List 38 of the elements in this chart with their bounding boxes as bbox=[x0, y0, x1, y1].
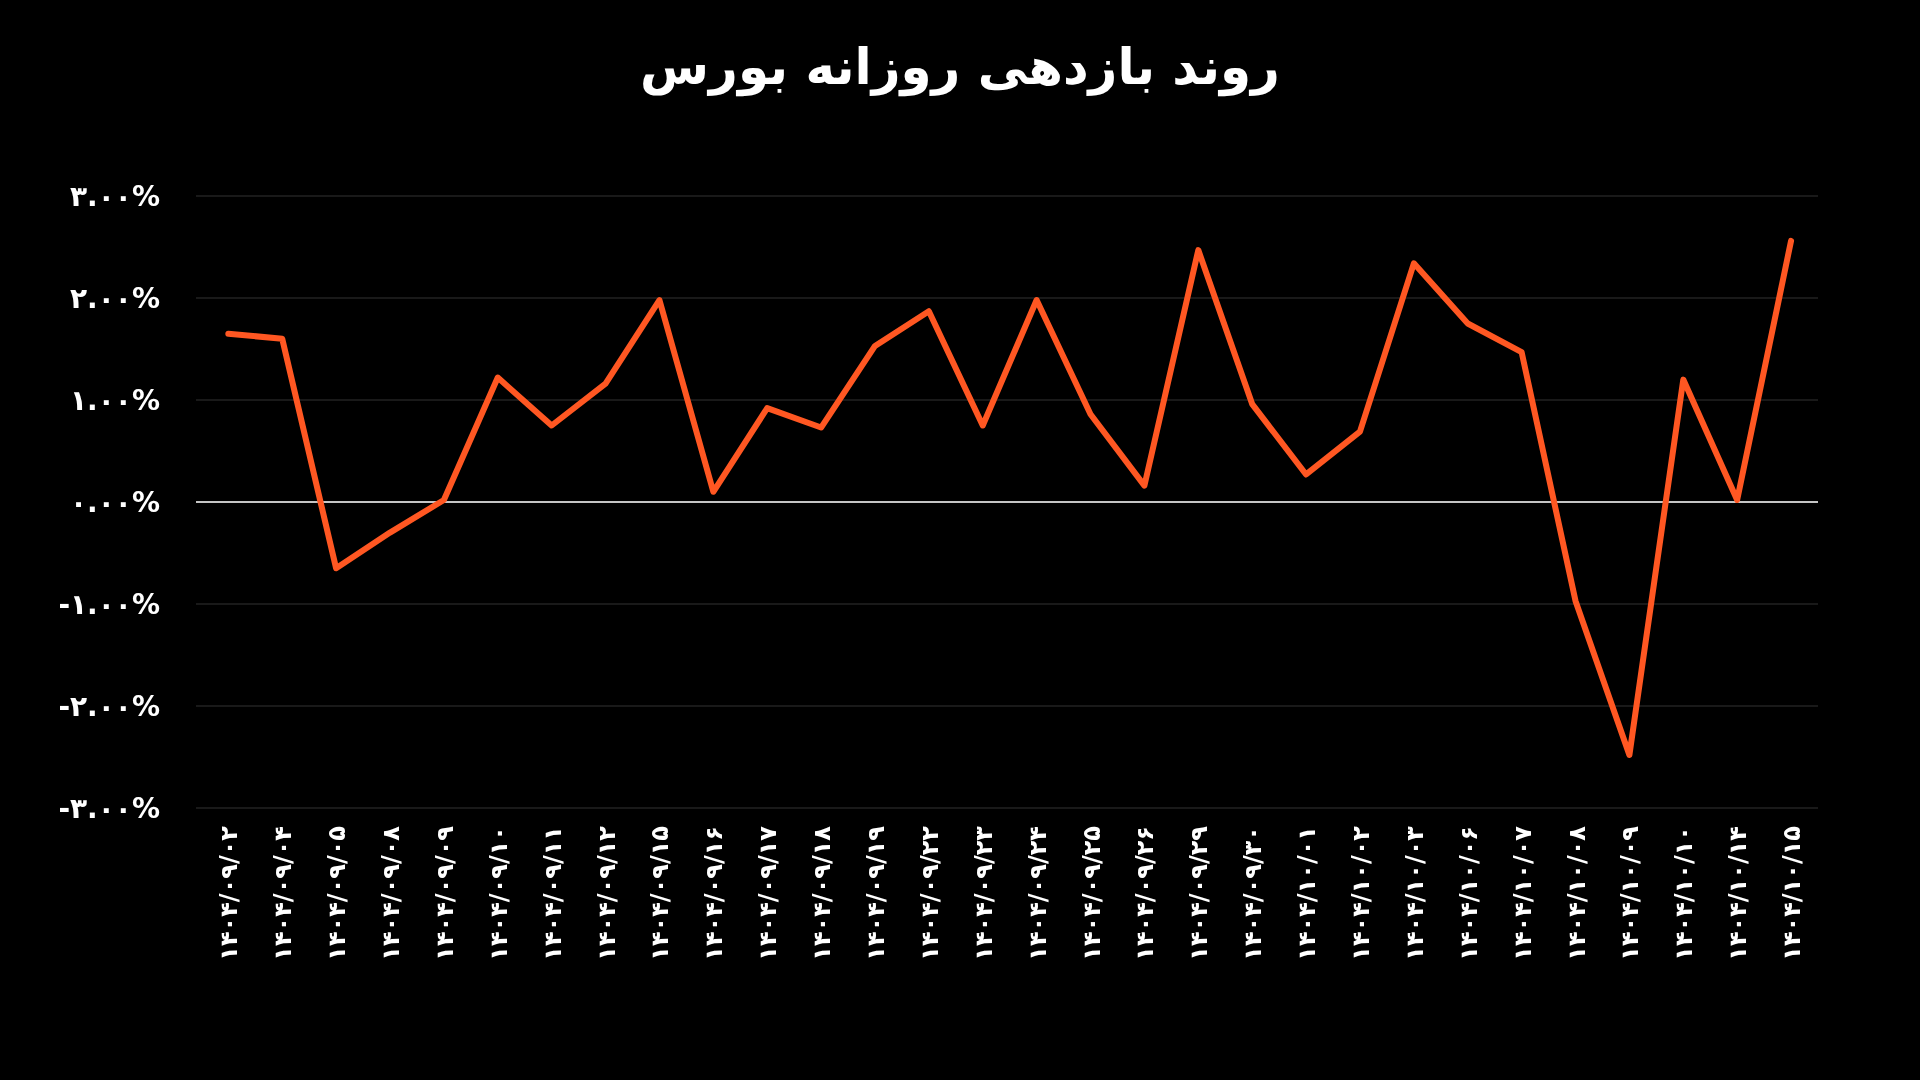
x-tick-label: ۱۴۰۴/۰۹/۱۶ bbox=[700, 826, 729, 961]
x-tick-label: ۱۴۰۴/۰۹/۱۹ bbox=[861, 825, 890, 961]
x-tick-label: ۱۴۰۴/۱۰/۰۷ bbox=[1508, 825, 1537, 961]
x-tick-label: ۱۴۰۴/۰۹/۰۴ bbox=[269, 826, 298, 961]
x-tick-label: ۱۴۰۴/۰۹/۲۳ bbox=[969, 825, 998, 961]
x-tick-label: ۱۴۰۴/۰۹/۱۰ bbox=[484, 826, 513, 961]
x-tick-label: ۱۴۰۴/۰۹/۰۹ bbox=[430, 825, 459, 961]
x-tick-label: ۱۴۰۴/۰۹/۲۹ bbox=[1185, 825, 1214, 961]
y-tick-label: -۲.۰۰% bbox=[58, 690, 160, 723]
x-tick-label: ۱۴۰۴/۰۹/۰۵ bbox=[323, 826, 352, 961]
x-tick-label: ۱۴۰۴/۰۹/۳۰ bbox=[1239, 826, 1268, 961]
x-tick-label: ۱۴۰۴/۱۰/۱۴ bbox=[1724, 826, 1753, 961]
y-tick-label: ۰.۰۰% bbox=[70, 486, 160, 519]
y-tick-label: ۲.۰۰% bbox=[70, 282, 160, 315]
x-tick-label: ۱۴۰۴/۰۹/۱۸ bbox=[808, 825, 837, 961]
x-tick-label: ۱۴۰۴/۰۹/۰۲ bbox=[215, 825, 244, 961]
x-tick-label: ۱۴۰۴/۰۹/۲۴ bbox=[1023, 826, 1052, 961]
x-tick-label: ۱۴۰۴/۰۹/۲۶ bbox=[1131, 826, 1160, 961]
x-tick-label: ۱۴۰۴/۱۰/۱۰ bbox=[1670, 826, 1699, 961]
y-tick-label: -۱.۰۰% bbox=[58, 588, 160, 621]
x-tick-label: ۱۴۰۴/۱۰/۰۹ bbox=[1616, 825, 1645, 961]
x-tick-label: ۱۴۰۴/۰۹/۰۸ bbox=[376, 825, 405, 961]
x-tick-label: ۱۴۰۴/۰۹/۱۲ bbox=[592, 825, 621, 961]
x-tick-label: ۱۴۰۴/۰۹/۱۱ bbox=[538, 826, 567, 961]
x-tick-label: ۱۴۰۴/۱۰/۰۱ bbox=[1293, 826, 1322, 961]
y-tick-label: ۱.۰۰% bbox=[70, 384, 160, 417]
x-tick-label: ۱۴۰۴/۰۹/۱۵ bbox=[646, 826, 675, 961]
x-tick-label: ۱۴۰۴/۰۹/۱۷ bbox=[754, 825, 783, 961]
chart-title: روند بازدهی روزانه بورس bbox=[640, 38, 1280, 97]
x-tick-label: ۱۴۰۴/۱۰/۰۳ bbox=[1400, 825, 1429, 961]
x-tick-label: ۱۴۰۴/۱۰/۱۵ bbox=[1778, 826, 1807, 961]
x-tick-label: ۱۴۰۴/۱۰/۰۸ bbox=[1562, 825, 1591, 961]
x-tick-label: ۱۴۰۴/۰۹/۲۲ bbox=[915, 825, 944, 961]
y-tick-label: -۳.۰۰% bbox=[58, 792, 160, 825]
y-tick-label: ۳.۰۰% bbox=[70, 180, 160, 213]
x-tick-label: ۱۴۰۴/۱۰/۰۶ bbox=[1454, 826, 1483, 961]
x-tick-label: ۱۴۰۴/۰۹/۲۵ bbox=[1077, 826, 1106, 961]
x-tick-label: ۱۴۰۴/۱۰/۰۲ bbox=[1346, 825, 1375, 961]
